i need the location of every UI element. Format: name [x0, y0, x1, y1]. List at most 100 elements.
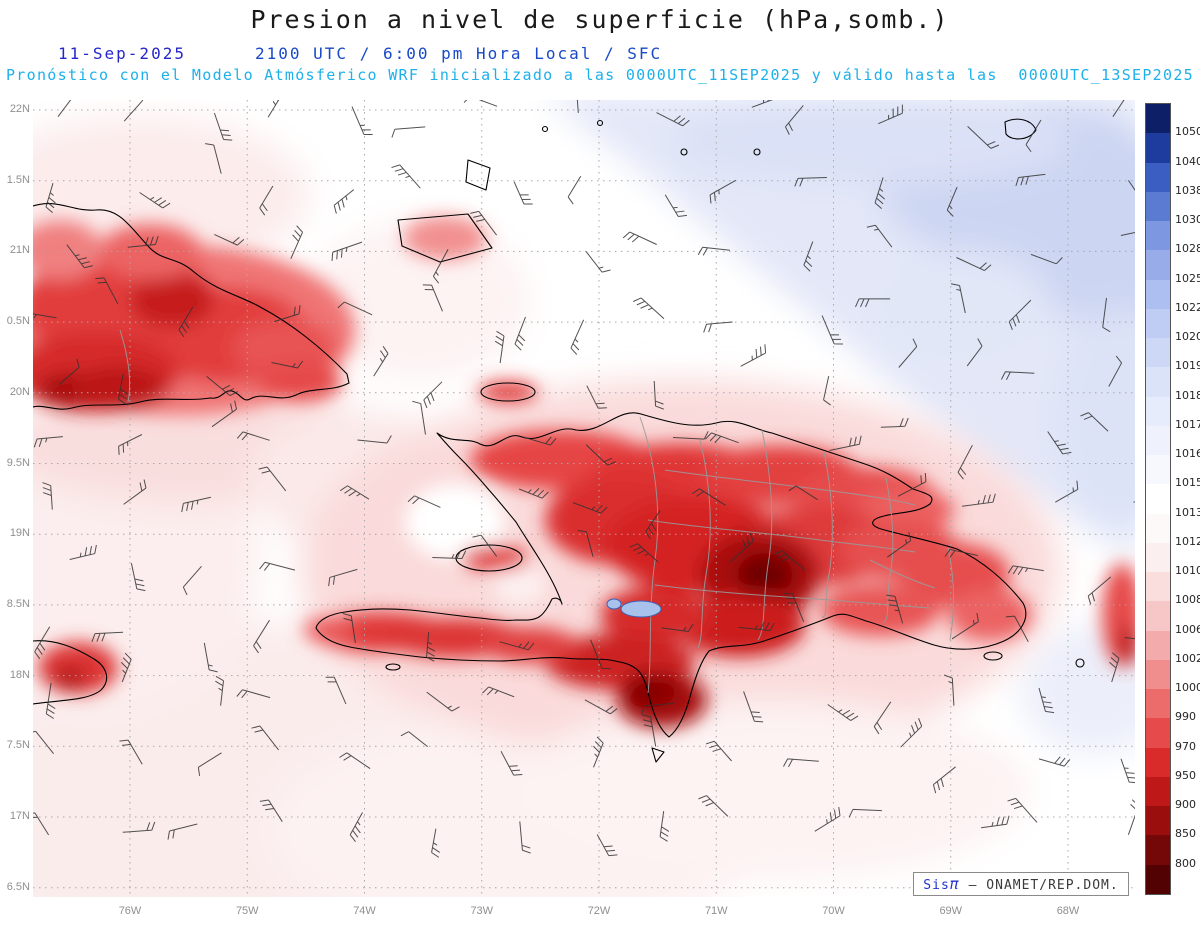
colorbar-tick-label: 900: [1175, 798, 1196, 812]
wind-barb: [45, 682, 56, 719]
colorbar-tick-label: 1016: [1175, 447, 1200, 461]
wind-barb: [373, 346, 389, 377]
colorbar-segment: [1146, 484, 1170, 514]
wind-barb: [1030, 253, 1063, 265]
wind-barb: [572, 502, 608, 514]
colorbar-segment: [1146, 396, 1170, 426]
lat-tick-label: 8.5N: [6, 597, 30, 610]
wind-barb: [271, 360, 304, 369]
wind-barb: [1000, 371, 1035, 381]
wind-barb: [519, 821, 531, 854]
wind-barb: [500, 750, 523, 776]
wind-barb: [203, 642, 218, 673]
colorbar-tick-label: 1050: [1175, 125, 1200, 139]
lon-tick-label: 69W: [939, 905, 963, 917]
colorbar-tick-label: 1006: [1175, 622, 1200, 636]
colorbar-tick-label: 990: [1175, 710, 1196, 724]
wind-barb: [962, 493, 996, 507]
colorbar-tick-label: 1008: [1175, 593, 1200, 607]
wind-barb: [121, 652, 132, 683]
wind-barb: [118, 373, 128, 405]
wind-barb: [900, 717, 923, 748]
lake-enriquillo: [606, 598, 662, 618]
wind-barb: [1080, 412, 1109, 432]
wind-barb: [729, 533, 754, 563]
colorbar-tick-label: 1012: [1175, 534, 1200, 548]
colorbar-segment: [1146, 542, 1170, 572]
wind-barb: [470, 210, 498, 236]
colorbar-tick-label: 1040: [1175, 154, 1200, 168]
colorbar-segment: [1146, 718, 1170, 748]
colorbar-segment: [1146, 133, 1170, 163]
tortuga-island: [480, 382, 536, 402]
wind-barb: [42, 482, 53, 510]
wind-barb: [259, 561, 296, 571]
wind-barb: [592, 736, 604, 768]
wind-barb: [253, 619, 270, 654]
wind-barb: [577, 529, 594, 557]
wind-barb: [58, 358, 80, 385]
high-pressure-lavender-field: [550, 100, 1135, 755]
colorbar-tick-label: 1020: [1175, 330, 1200, 344]
wind-barb: [981, 815, 1010, 829]
turks-islet: [753, 148, 761, 156]
wind-barb: [645, 510, 661, 540]
lon-tick-label: 68W: [1056, 905, 1080, 917]
wind-barb: [783, 758, 819, 768]
wind-barb: [874, 177, 885, 209]
wind-barb: [522, 436, 557, 446]
wind-barb: [1127, 799, 1135, 835]
wind-barb: [653, 380, 664, 410]
wind-barb: [472, 534, 498, 557]
wind-barb: [258, 466, 287, 492]
wind-barb: [499, 641, 535, 651]
wind-barb: [1112, 100, 1130, 117]
wind-barb: [966, 338, 983, 367]
wind-barb: [570, 319, 585, 355]
colorbar-tick-label: 1018: [1175, 388, 1200, 402]
wind-barb: [426, 691, 460, 712]
wind-barb: [34, 626, 51, 660]
wind-barb: [182, 565, 202, 596]
wind-barb: [1047, 431, 1072, 455]
wind-barb: [118, 434, 143, 455]
wind-barb: [880, 417, 909, 428]
ile-a-vache-island: [385, 663, 401, 671]
beata-island: [651, 747, 665, 763]
wind-barb: [215, 675, 224, 706]
colorbar-tick-label: 1015: [1175, 476, 1200, 490]
colorbar-tick-label: 1028: [1175, 242, 1200, 256]
colorbar-segment: [1146, 806, 1170, 836]
colorbar-tick-label: 1013: [1175, 505, 1200, 519]
wind-barb: [290, 225, 304, 260]
wind-barb: [691, 488, 726, 506]
wind-barb: [898, 338, 918, 368]
colorbar-segment: [1146, 601, 1170, 631]
lon-tick-label: 72W: [587, 905, 611, 917]
colorbar-tick-label: 1019: [1175, 359, 1200, 373]
wind-barb: [45, 183, 56, 213]
colorbar-segment: [1146, 776, 1170, 806]
wind-barb: [432, 550, 467, 559]
wind-barb: [206, 376, 239, 397]
wind-barb: [214, 233, 245, 246]
wind-barb: [339, 752, 371, 770]
wind-barb: [259, 799, 283, 822]
wind-barb: [236, 689, 271, 699]
wind-barb: [1007, 565, 1044, 575]
lon-tick-label: 71W: [704, 905, 728, 917]
wind-barb: [1038, 756, 1071, 767]
wind-barb: [139, 192, 171, 209]
wind-barb: [423, 381, 443, 409]
wind-barb: [1108, 355, 1123, 387]
wind-barb: [640, 702, 675, 715]
wind-barb: [705, 740, 732, 762]
wind-barb: [774, 550, 806, 571]
colorbar-segment: [1146, 250, 1170, 280]
wind-barb: [622, 231, 657, 245]
colorbar-tick-label: 1025: [1175, 271, 1200, 285]
wind-barb: [887, 531, 912, 558]
lat-tick-label: 0.5N: [6, 315, 30, 328]
wind-barb: [337, 301, 373, 316]
wind-barb: [590, 639, 611, 670]
